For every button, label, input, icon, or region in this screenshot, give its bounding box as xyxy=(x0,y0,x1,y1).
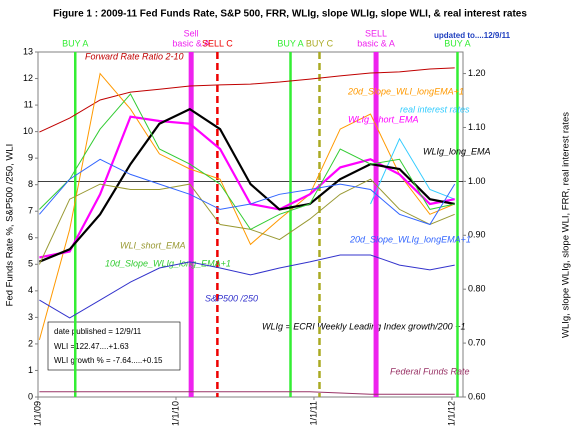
y-tick-label: 11 xyxy=(24,99,33,109)
note: WLIg = ECRI Weekly Leading Index growth/… xyxy=(262,321,465,331)
series-label: S&P500 /250 xyxy=(205,293,258,303)
y2-tick-label: 0.60 xyxy=(468,391,486,401)
series-line xyxy=(38,107,455,263)
signal-label: basic & A xyxy=(172,38,210,48)
series-label: WLIg_long_EMA xyxy=(423,146,491,156)
y-axis-label: Fed Funds Rate %, S&P500 /250, WLI xyxy=(5,144,16,307)
series-line xyxy=(39,158,456,226)
y-tick-label: 5 xyxy=(28,259,33,269)
y2-tick-label: 1.20 xyxy=(468,68,486,78)
series-label: Forward Rate Ratio 2-10 xyxy=(85,51,184,61)
series-label: WLI_short_EMA xyxy=(120,240,186,250)
x-tick-label: 1/1/12 xyxy=(446,401,456,426)
note-box xyxy=(47,321,181,371)
y-tick-label: 13 xyxy=(23,46,33,56)
y2-tick-label: 0.80 xyxy=(468,284,486,294)
series-line xyxy=(370,137,455,205)
y-tick-label: 3 xyxy=(28,312,33,322)
y2-tick-label: 1.10 xyxy=(468,122,486,132)
x-tick-label: 1/1/09 xyxy=(32,401,42,426)
signal-label: SELL C xyxy=(202,38,233,48)
chart-title: Figure 1 : 2009-11 Fed Funds Rate, S&P 5… xyxy=(53,9,527,20)
y-tick-label: 2 xyxy=(28,338,33,348)
chart-subtitle: updated to....12/9/11 xyxy=(434,31,511,40)
series-label: 20d_Slope_WLI_longEMA+1 xyxy=(347,86,464,96)
series-line xyxy=(38,72,455,341)
series-label: Federal Funds Rate xyxy=(390,366,470,376)
note: date published = 12/9/11 xyxy=(54,327,142,336)
y-tick-label: 7 xyxy=(28,206,33,216)
series-label: WLIg_short_EMA xyxy=(348,114,419,124)
series-line xyxy=(39,254,455,319)
signal-label: BUY A xyxy=(444,38,470,48)
y-tick-label: 9 xyxy=(28,153,33,163)
series-line xyxy=(39,93,455,231)
series-line xyxy=(39,391,455,395)
signal-label: SELL xyxy=(365,28,387,38)
signal-label: BUY A xyxy=(277,38,303,48)
x-tick-label: 1/1/11 xyxy=(308,401,318,425)
y-tick-label: 4 xyxy=(28,285,33,295)
y-tick-label: 6 xyxy=(28,232,33,242)
series-label: real interest rates xyxy=(400,104,470,114)
signal-label: BUY C xyxy=(306,38,334,48)
plot-frame xyxy=(37,51,464,398)
y-tick-label: 10 xyxy=(23,126,33,136)
signal-label: basic & A xyxy=(357,38,395,48)
series-label: 20d_Slope_WLIg_longEMA+1 xyxy=(349,234,471,244)
y2-tick-label: 0.70 xyxy=(468,337,486,347)
note: WLI =122.47....+1.63 xyxy=(54,342,129,351)
series-label: 10d_Slope_WLIg_long_EMA+1 xyxy=(105,258,231,268)
y-tick-label: 1 xyxy=(28,365,33,375)
y2-tick-label: 0.90 xyxy=(468,230,486,240)
signal-label: Sell xyxy=(184,28,199,38)
y-tick-label: 0 xyxy=(28,391,33,401)
y-tick-label: 8 xyxy=(28,179,33,189)
y-tick-label: 12 xyxy=(23,73,33,83)
x-tick-label: 1/1/10 xyxy=(170,401,180,426)
y2-axis-label: WLIg, slope WLIg, slope WLI, FRR, real i… xyxy=(561,112,572,338)
signal-label: BUY A xyxy=(62,38,88,48)
y2-tick-label: 1.00 xyxy=(468,176,486,186)
note: WLI growth % = -7.64.....+0.15 xyxy=(54,356,163,365)
series-line xyxy=(39,67,455,133)
